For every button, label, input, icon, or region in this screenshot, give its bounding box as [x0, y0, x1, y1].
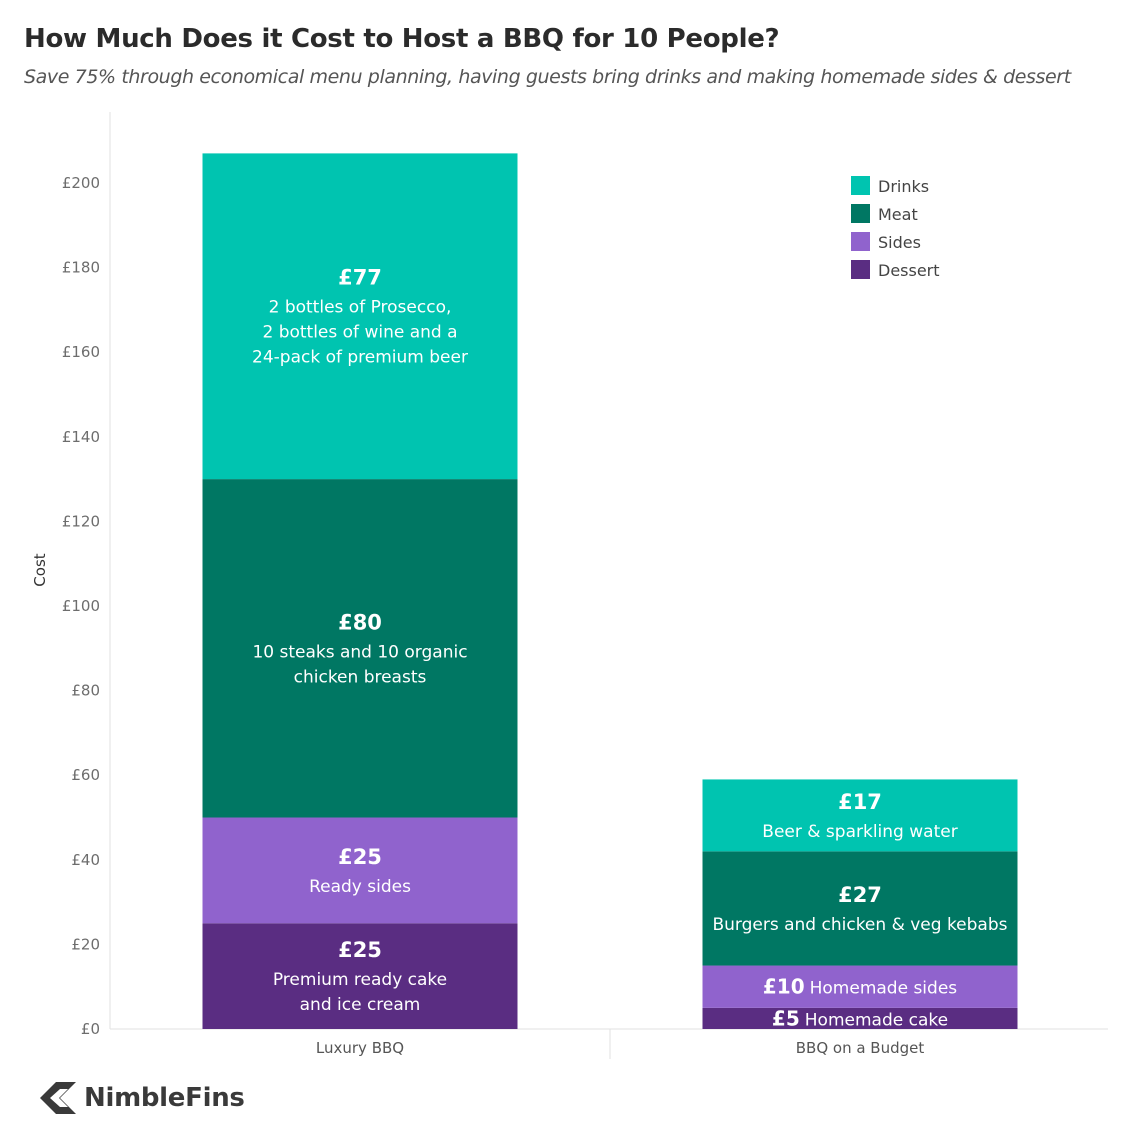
bar-segment-meat — [702, 851, 1018, 966]
y-tick-label: £180 — [62, 259, 100, 277]
legend-swatch-sides — [851, 232, 870, 251]
chart-title: How Much Does it Cost to Host a BBQ for … — [24, 24, 780, 54]
brand-logo-text: NimbleFins — [84, 1083, 245, 1113]
bar-segment-dessert — [202, 923, 518, 1029]
data-label-sides: £25 — [338, 845, 382, 869]
segment-description-dessert: and ice cream — [300, 995, 421, 1015]
chart-subtitle: Save 75% through economical menu plannin… — [24, 66, 1071, 88]
legend-label-dessert: Dessert — [878, 261, 940, 280]
legend-label-sides: Sides — [878, 233, 921, 252]
data-label-meat: £27 — [838, 883, 882, 907]
chevron-left-icon — [40, 1082, 76, 1114]
y-tick-label: £20 — [71, 935, 100, 953]
bar-segment-sides — [202, 817, 518, 924]
bar-segment-dessert — [702, 1007, 1018, 1029]
y-tick-label: £120 — [62, 512, 100, 530]
y-tick-label: £0 — [81, 1020, 100, 1038]
legend-swatch-drinks — [851, 176, 870, 195]
segment-description-drinks: 24-pack of premium beer — [252, 348, 468, 368]
y-tick-label: £200 — [62, 174, 100, 192]
bar-segment-drinks — [202, 153, 518, 480]
data-label-dessert: £25 — [338, 938, 382, 962]
segment-description-drinks: 2 bottles of Prosecco, — [269, 298, 452, 318]
y-tick-label: £160 — [62, 343, 100, 361]
y-tick-label: £140 — [62, 428, 100, 446]
bar-segment-drinks — [702, 779, 1018, 852]
segment-description-drinks: Beer & sparkling water — [762, 822, 957, 842]
x-tick-label: BBQ on a Budget — [796, 1039, 925, 1057]
data-label-drinks: £77 — [338, 266, 382, 290]
legend-label-drinks: Drinks — [878, 177, 929, 196]
y-tick-label: £40 — [71, 851, 100, 869]
data-label-sides: £10 Homemade sides — [763, 975, 957, 999]
data-label-meat: £80 — [338, 610, 382, 634]
x-tick-label: Luxury BBQ — [316, 1039, 404, 1057]
segment-description-dessert: Premium ready cake — [273, 970, 447, 990]
legend-label-meat: Meat — [878, 205, 918, 224]
legend-swatch-dessert — [851, 260, 870, 279]
bar-segment-sides — [702, 965, 1018, 1008]
segment-description-drinks: 2 bottles of wine and a — [262, 323, 457, 343]
y-axis-label: Cost — [31, 553, 49, 586]
brand-logo: NimbleFins — [38, 1078, 245, 1118]
segment-description-meat: 10 steaks and 10 organic — [252, 642, 467, 662]
bar-segment-meat — [202, 479, 518, 818]
data-label-drinks: £17 — [838, 790, 882, 814]
y-tick-label: £100 — [62, 597, 100, 615]
data-label-dessert: £5 Homemade cake — [772, 1006, 948, 1030]
segment-description-sides: Ready sides — [309, 877, 411, 897]
y-tick-label: £60 — [71, 766, 100, 784]
y-tick-label: £80 — [71, 682, 100, 700]
segment-description-meat: chicken breasts — [294, 667, 427, 687]
segment-description-meat: Burgers and chicken & veg kebabs — [712, 915, 1007, 935]
legend-swatch-meat — [851, 204, 870, 223]
